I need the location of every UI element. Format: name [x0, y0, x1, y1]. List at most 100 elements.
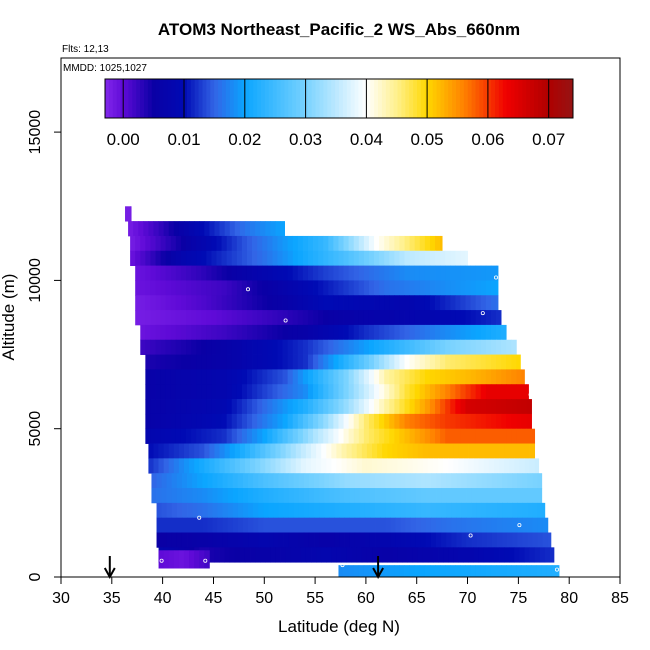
- colorbar-segment: [116, 79, 122, 118]
- heatmap-cell: [273, 517, 279, 533]
- heatmap-cell: [425, 502, 432, 519]
- heatmap-cell: [455, 250, 461, 266]
- heatmap-cell: [389, 413, 395, 430]
- heatmap-cell: [155, 310, 161, 326]
- heatmap-cell: [302, 384, 309, 400]
- heatmap-cell: [470, 324, 477, 341]
- heatmap-cell: [145, 324, 151, 341]
- heatmap-cell: [499, 458, 505, 474]
- heatmap-cell: [390, 502, 396, 519]
- heatmap-cell: [348, 324, 355, 341]
- heatmap-cell: [384, 428, 390, 444]
- heatmap-cell: [297, 250, 304, 266]
- heatmap-cell: [226, 428, 233, 444]
- heatmap-cell: [272, 399, 278, 415]
- heatmap-cell: [419, 265, 426, 281]
- heatmap-cell: [219, 458, 226, 474]
- heatmap-cell: [155, 250, 161, 266]
- heatmap-cell: [242, 532, 249, 548]
- heatmap-cell: [226, 310, 233, 326]
- heatmap-cell: [450, 324, 456, 341]
- heatmap-cell: [389, 265, 395, 281]
- heatmap-cell: [460, 310, 466, 326]
- heatmap-cell: [180, 428, 187, 444]
- heatmap-cell: [246, 295, 253, 311]
- heatmap-cell: [470, 310, 477, 326]
- heatmap-cell: [226, 369, 233, 385]
- heatmap-cell: [526, 399, 532, 415]
- heatmap-cell: [451, 517, 457, 533]
- heatmap-cell: [288, 517, 295, 533]
- heatmap-cell: [490, 310, 497, 326]
- chart-title: ATOM3 Northeast_Pacific_2 WS_Abs_660nm: [158, 20, 520, 39]
- heatmap-cell: [226, 280, 233, 296]
- heatmap-cell: [175, 310, 182, 326]
- heatmap-cell: [191, 384, 197, 400]
- heatmap-cell: [297, 413, 304, 430]
- heatmap-cell: [430, 473, 437, 489]
- heatmap-cell: [475, 280, 482, 296]
- heatmap-cell: [272, 250, 278, 266]
- heatmap-cell: [409, 324, 416, 341]
- heatmap-cell: [300, 458, 307, 474]
- heatmap-cell: [496, 354, 502, 370]
- heatmap-band: [158, 547, 555, 563]
- heatmap-cell: [257, 384, 263, 400]
- heatmap-cell: [353, 310, 360, 326]
- heatmap-cell: [318, 399, 324, 415]
- colorbar-segment: [167, 79, 172, 118]
- heatmap-cell: [206, 235, 212, 252]
- heatmap-cell: [287, 339, 294, 355]
- heatmap-cell: [175, 413, 182, 430]
- heatmap-cell: [160, 413, 167, 430]
- heatmap-cell: [440, 399, 446, 415]
- heatmap-cell: [221, 428, 228, 444]
- heatmap-cell: [298, 488, 305, 504]
- heatmap-cell: [475, 339, 482, 355]
- heatmap-cell: [187, 532, 193, 548]
- heatmap-cell: [354, 488, 361, 504]
- heatmap-cell: [183, 458, 190, 474]
- heatmap-cell: [328, 413, 334, 430]
- heatmap-cell: [395, 517, 401, 533]
- heatmap-cell: [241, 235, 248, 252]
- heatmap-cell: [348, 280, 355, 296]
- heatmap-cell: [496, 428, 502, 444]
- heatmap-cell: [140, 235, 146, 252]
- heatmap-cell: [364, 517, 371, 533]
- heatmap-cell: [450, 369, 456, 385]
- heatmap-cell: [368, 280, 375, 296]
- heatmap-cell: [186, 428, 192, 444]
- heatmap-cell: [501, 324, 507, 341]
- heatmap-cell: [170, 280, 177, 296]
- heatmap-cell: [145, 295, 151, 311]
- heatmap-cell: [236, 399, 243, 415]
- heatmap-cell: [358, 250, 365, 266]
- heatmap-cell: [375, 517, 381, 533]
- heatmap-cell: [221, 399, 228, 415]
- heatmap-cell: [429, 235, 436, 252]
- heatmap-cell: [170, 250, 177, 266]
- heatmap-cell: [399, 250, 405, 266]
- heatmap-cell: [440, 413, 446, 430]
- heatmap-cell: [216, 339, 222, 355]
- heatmap-cell: [201, 295, 207, 311]
- heatmap-cell: [368, 384, 375, 400]
- heatmap-cell: [475, 324, 482, 341]
- heatmap-cell: [356, 458, 363, 474]
- heatmap-cell: [404, 369, 411, 385]
- heatmap-cell: [445, 413, 451, 430]
- latitude-arrows: [103, 556, 384, 580]
- heatmap-cell: [150, 354, 156, 370]
- heatmap-cell: [526, 428, 532, 444]
- heatmap-cell: [227, 473, 234, 489]
- heatmap-cell: [480, 369, 487, 385]
- colorbar-segment: [225, 79, 231, 118]
- heatmap-cell: [455, 384, 461, 400]
- heatmap-cell: [392, 547, 398, 563]
- heatmap-cell: [409, 265, 416, 281]
- heatmap-cell: [466, 517, 473, 533]
- colorbar-segment: [249, 79, 254, 118]
- heatmap-cell: [409, 339, 416, 355]
- heatmap-cell: [175, 369, 182, 385]
